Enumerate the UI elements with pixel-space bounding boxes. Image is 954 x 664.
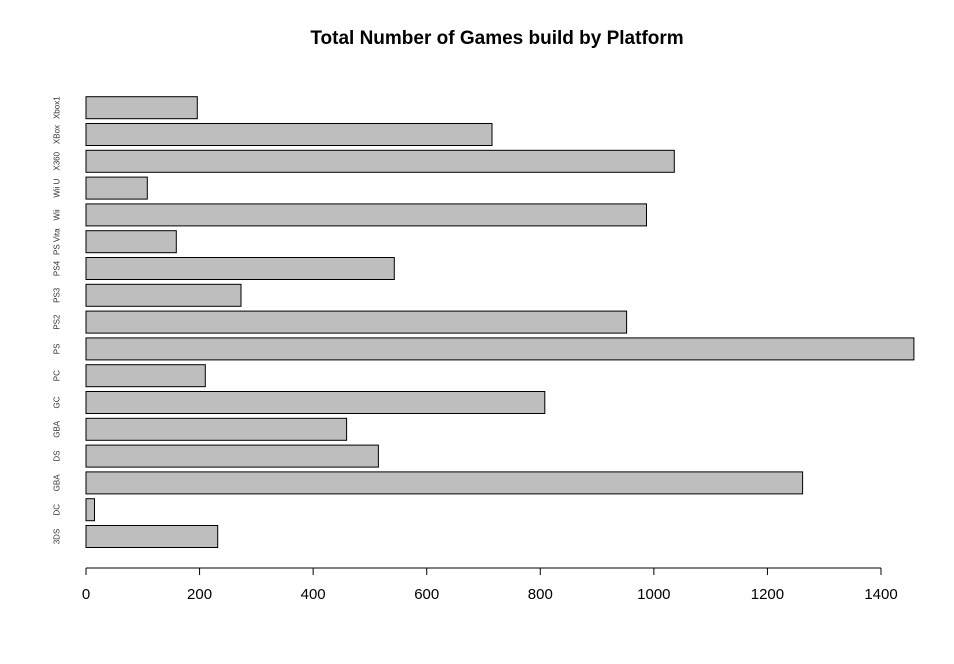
bar-ps4 xyxy=(85,257,395,280)
category-label: Xbox1 xyxy=(53,96,62,119)
bar-wii-u xyxy=(85,176,148,200)
x-tick-label: 200 xyxy=(187,586,212,603)
bar-ps2 xyxy=(85,310,628,334)
category-label: PS xyxy=(53,344,62,355)
category-label: PS2 xyxy=(53,314,62,330)
category-label: PS3 xyxy=(53,287,62,303)
bar-gba xyxy=(85,471,804,495)
bar-wii xyxy=(85,203,647,227)
category-label: DC xyxy=(53,504,62,516)
category-label: GBA xyxy=(53,474,62,492)
bar-xbox xyxy=(85,123,493,146)
category-label: Wii U xyxy=(53,178,62,197)
bar-ps xyxy=(85,337,915,361)
bar-pc xyxy=(85,364,206,388)
category-label: PC xyxy=(53,370,62,381)
bar-x360 xyxy=(85,149,675,173)
chart-title: Total Number of Games build by Platform xyxy=(310,28,684,49)
category-label: DS xyxy=(53,451,62,462)
category-label: X360 xyxy=(53,151,62,170)
category-label: PS4 xyxy=(53,260,62,276)
x-tick-label: 800 xyxy=(528,586,553,603)
x-tick-label: 0 xyxy=(82,586,90,603)
category-label: Wii xyxy=(53,209,62,220)
x-tick-label: 1000 xyxy=(637,586,670,603)
x-tick-label: 1400 xyxy=(864,586,897,603)
x-tick-label: 600 xyxy=(414,586,439,603)
x-tick-label: 1200 xyxy=(751,586,784,603)
bar-xbox1 xyxy=(85,96,198,120)
category-label: XBox xyxy=(53,125,62,144)
bar-gc xyxy=(85,391,546,414)
bar-dc xyxy=(85,498,95,522)
bar-gba xyxy=(85,417,348,441)
bar-ds xyxy=(85,444,379,468)
category-label: PS Vita xyxy=(53,228,62,255)
bar-3ds xyxy=(85,525,219,548)
bar-ps3 xyxy=(85,283,242,307)
category-label: GC xyxy=(53,396,62,408)
bar-ps-vita xyxy=(85,230,177,254)
x-tick-label: 400 xyxy=(301,586,326,603)
category-label: 3DS xyxy=(53,529,62,545)
category-label: GBA xyxy=(53,420,62,438)
